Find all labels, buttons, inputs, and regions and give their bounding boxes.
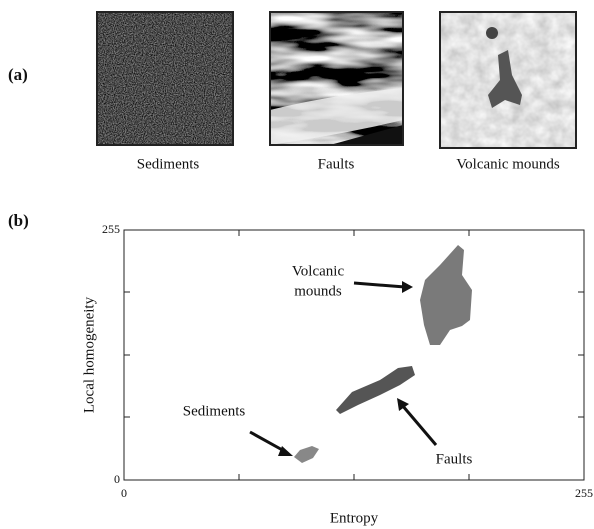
image-caption: Faults [318,156,355,172]
panel-label: (b) [8,211,29,230]
annotation: Volcanic [292,263,345,279]
annotation: Sediments [183,403,246,419]
plot-frame [124,230,584,480]
annotation: mounds [294,283,342,299]
image-caption: Sediments [137,156,200,172]
image-sediments [97,12,233,145]
x-tick-label: 0 [121,486,127,500]
image-faults [270,12,403,145]
image-caption: Volcanic mounds [456,156,560,172]
y-tick-label: 0 [114,472,120,486]
y-tick-label: 255 [102,222,120,236]
y-axis-label: Local homogeneity [81,296,97,413]
image-volcanic [440,12,576,148]
minor-ticks [124,230,584,480]
x-tick-label: 255 [575,486,593,500]
panel-label: (a) [8,65,28,84]
figure: (a) Sediments Faults Volcanic mounds (b)… [0,0,594,529]
x-axis-label: Entropy [330,510,379,526]
annotation: Faults [436,451,473,467]
